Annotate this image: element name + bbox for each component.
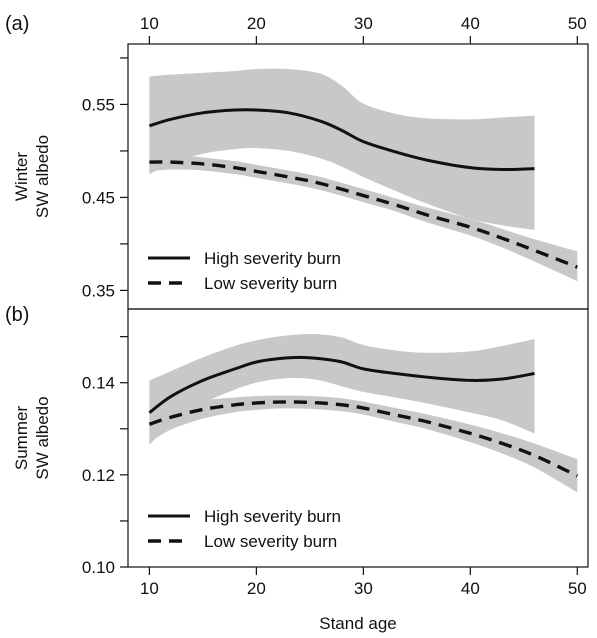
y-axis-label-b: Summer SW albedo: [12, 396, 52, 479]
y-axis-label-line2-a: SW albedo: [33, 135, 52, 218]
line-a-high-severity: [148, 108, 535, 172]
x-axis-title: Stand age: [319, 614, 397, 633]
panel-label-a: (a): [5, 13, 29, 35]
line-b-low-severity: [148, 400, 579, 478]
y-tick-label-b: 0.10: [82, 558, 115, 577]
y-tick-label-b: 0.12: [82, 466, 115, 485]
panel-label-b: (b): [5, 304, 29, 326]
y-axis-label-line2-b: SW albedo: [33, 396, 52, 479]
panel-frame-b: [127, 308, 589, 568]
y-tick-label-a: 0.55: [82, 95, 115, 114]
band-a-high-severity: [149, 68, 535, 230]
x-tick-label-top: 30: [354, 14, 373, 33]
legend-label-b-low-severity: Low severity burn: [204, 532, 337, 551]
band-b-low-severity: [149, 395, 578, 493]
y-tick-label-a: 0.35: [82, 281, 115, 300]
legend-label-a-low-severity: Low severity burn: [204, 274, 337, 293]
axes: [120, 36, 589, 575]
y-tick-label-b: 0.14: [82, 374, 115, 393]
x-tick-label-bottom: 40: [461, 579, 480, 598]
band-b-high-severity: [149, 333, 535, 445]
line-b-high-severity: [148, 355, 535, 414]
x-tick-label-top: 10: [140, 14, 159, 33]
x-tick-label-bottom: 50: [568, 579, 587, 598]
y-axis-label-line1-b: Summer: [12, 406, 31, 471]
x-tick-label-bottom: 20: [247, 579, 266, 598]
y-axis-label-a: Winter SW albedo: [12, 135, 52, 218]
x-tick-label-top: 20: [247, 14, 266, 33]
x-tick-label-bottom: 10: [140, 579, 159, 598]
line-a-low-severity: [149, 160, 578, 269]
legend-label-a-high-severity: High severity burn: [204, 249, 341, 268]
x-tick-label-top: 40: [461, 14, 480, 33]
y-axis-label-line1-a: Winter: [12, 152, 31, 201]
y-tick-label-a: 0.45: [82, 188, 115, 207]
legend-label-b-high-severity: High severity burn: [204, 507, 341, 526]
series-lines: [148, 108, 579, 478]
x-tick-label-top: 50: [568, 14, 587, 33]
band-a-low-severity: [149, 152, 578, 282]
x-tick-label-bottom: 30: [354, 579, 373, 598]
